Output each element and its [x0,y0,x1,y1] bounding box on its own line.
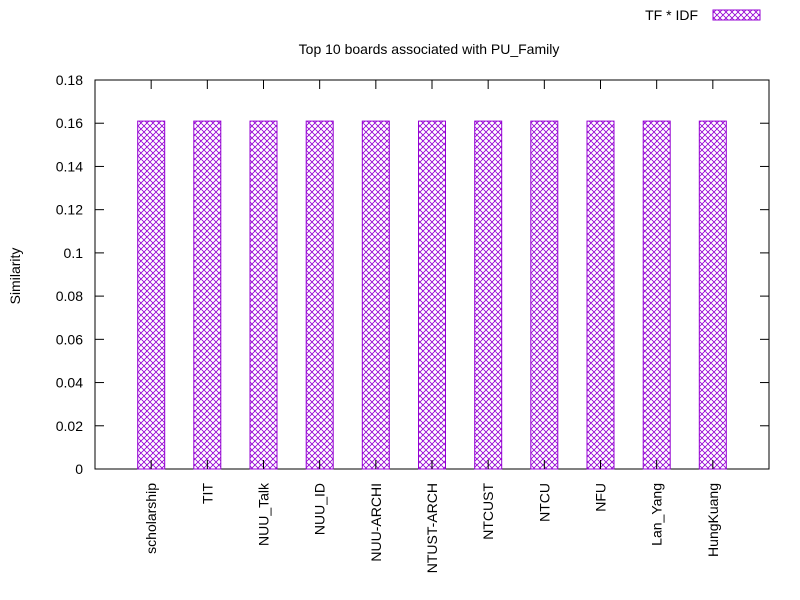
legend: TF * IDF [645,7,761,23]
y-axis-label: Similarity [7,248,23,305]
x-category-label: NUU-ARCHI [368,483,384,562]
y-tick-label: 0.06 [56,331,83,347]
bar-nuu-archi [361,120,390,470]
legend-swatch [712,9,761,21]
y-axis-ticks: 0 0.02 0.04 0.06 0.08 0.1 0.12 0.14 0.16 0.18 [56,72,769,477]
y-tick-label: 0.08 [56,288,83,304]
x-category-label: Lan_Yang [649,483,665,546]
x-category-label: NTCUST [480,483,496,540]
legend-label: TF * IDF [645,7,698,23]
y-tick-label: 0.02 [56,418,83,434]
x-category-label: NUU_Talk [256,482,272,546]
x-category-label: NTCU [536,483,552,522]
bar-hungkuang [698,120,727,470]
y-tick-label: 0.04 [56,375,83,391]
x-category-label: NFU [593,483,609,512]
bar-ntcu [530,120,559,470]
x-category-label: scholarship [143,483,159,554]
y-tick-label: 0.12 [56,202,83,218]
x-category-label: HungKuang [705,483,721,557]
bar-tit [193,120,222,470]
bar-nuu-id [305,120,334,470]
bar-nfu [586,120,615,470]
bar-nuu-talk [249,120,278,470]
bar-scholarship [137,120,166,470]
x-category-label: NUU_ID [312,483,328,535]
bar-ntust-arch [418,120,446,470]
y-tick-label: 0 [75,461,83,477]
y-tick-label: 0.14 [56,158,83,174]
y-tick-label: 0.18 [56,72,83,88]
bar-lan-yang [642,120,671,470]
y-tick-label: 0.1 [64,245,84,261]
x-category-label: NTUST-ARCH [424,483,440,573]
chart-title: Top 10 boards associated with PU_Family [299,41,560,57]
x-axis-ticks: scholarship TIT NUU_Talk NUU_ID NUU-ARCHI NTU… [143,80,721,573]
bar-ntcust [474,120,503,470]
bars [137,120,727,470]
x-category-label: TIT [199,483,215,504]
y-tick-label: 0.16 [56,115,83,131]
